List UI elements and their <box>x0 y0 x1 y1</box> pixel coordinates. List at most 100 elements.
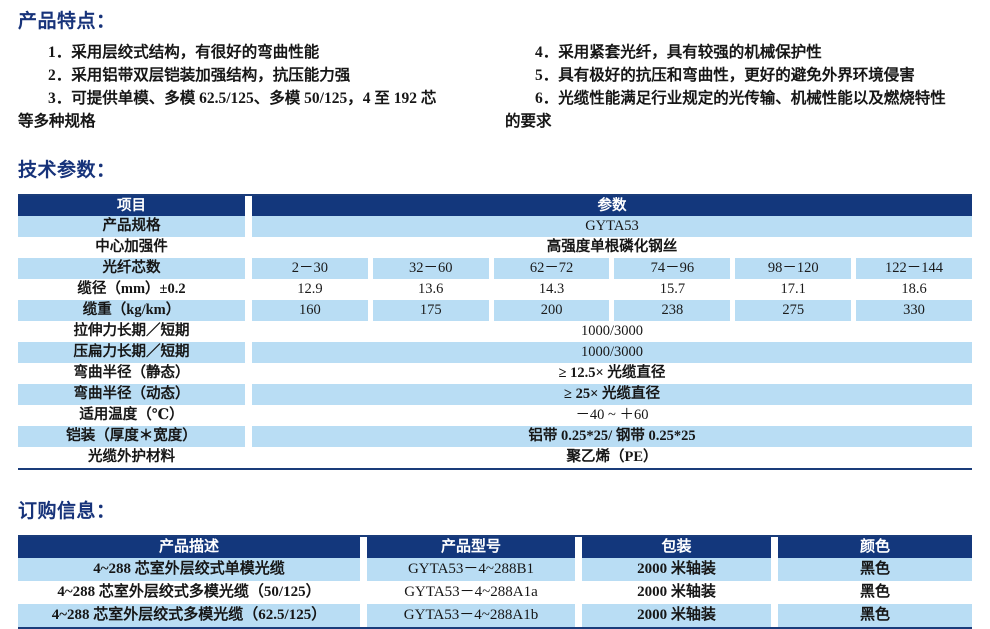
column-gap <box>575 537 582 558</box>
feature-item-continuation: 等多种规格 <box>18 113 96 130</box>
order-header-model: 产品型号 <box>367 537 575 558</box>
order-cell-description: 4~288 芯室外层绞式多模光缆（62.5/125） <box>18 604 360 627</box>
column-gap <box>771 604 778 627</box>
tech-cell: 12.9 <box>252 279 368 300</box>
product-features-title: 产品特点： <box>18 11 116 32</box>
column-gap <box>367 258 373 279</box>
column-gap <box>575 558 582 581</box>
tech-row-value: ≥ 12.5× 光缆直径 <box>252 363 972 384</box>
column-gap <box>771 558 778 581</box>
column-gap <box>730 279 736 300</box>
table-row: 压扁力长期／短期 1000/3000 <box>18 342 972 363</box>
tech-row-values: 2－30 32－60 62－72 74－96 98－120 122－144 <box>252 258 972 279</box>
order-header-color: 颜色 <box>778 537 972 558</box>
feature-item-continuation: 的要求 <box>505 113 552 130</box>
table-row: 产品规格 GYTA53 <box>18 216 972 237</box>
table-row: 中心加强件 高强度单根磷化钢丝 <box>18 237 972 258</box>
column-gap <box>245 216 252 237</box>
tech-cell: 18.6 <box>856 279 972 300</box>
column-gap <box>851 300 857 321</box>
column-gap <box>609 258 615 279</box>
tech-cell: 74－96 <box>614 258 731 279</box>
tech-row-value: 1000/3000 <box>252 342 972 363</box>
feature-item: 1．采用层绞式结构，有很好的弯曲性能 <box>48 44 320 61</box>
column-gap <box>360 604 367 627</box>
column-gap <box>575 604 582 627</box>
column-gap <box>245 363 252 384</box>
tech-cell: 17.1 <box>735 279 852 300</box>
tech-params-table: 项目 参数 产品规格 GYTA53 中心加强件 高强度单根磷化钢丝 光纤芯数 2… <box>18 194 972 470</box>
column-gap <box>488 300 494 321</box>
tech-header-item: 项目 <box>18 196 245 216</box>
order-cell-model: GYTA53－4~288A1b <box>367 604 575 627</box>
ordering-info-title: 订购信息： <box>18 501 116 522</box>
tech-cell: 160 <box>252 300 368 321</box>
column-gap <box>771 581 778 604</box>
column-gap <box>367 300 373 321</box>
feature-item: 4．采用紧套光纤，具有较强的机械保护性 <box>535 44 822 61</box>
order-header-packing: 包装 <box>582 537 771 558</box>
feature-item: 6．光缆性能满足行业规定的光传输、机械性能以及燃烧特性 <box>535 90 946 107</box>
order-cell-model: GYTA53－4~288A1a <box>367 581 575 604</box>
feature-item: 3．可提供单模、多模 62.5/125、多模 50/125，4 至 192 芯 <box>48 90 437 107</box>
tech-row-label: 压扁力长期／短期 <box>18 342 245 363</box>
tech-row-label: 弯曲半径（静态） <box>18 363 245 384</box>
tech-row-value: 聚乙烯（PE） <box>252 447 972 468</box>
table-row: 4~288 芯室外层绞式单模光缆 GYTA53－4~288B1 2000 米轴装… <box>18 558 972 581</box>
column-gap <box>245 237 252 258</box>
tech-row-value: ≥ 25× 光缆直径 <box>252 384 972 405</box>
tech-row-label: 缆重（kg/km） <box>18 300 245 321</box>
tech-row-label: 产品规格 <box>18 216 245 237</box>
column-gap <box>245 342 252 363</box>
tech-cell: 14.3 <box>493 279 610 300</box>
tech-row-label: 弯曲半径（动态） <box>18 384 245 405</box>
column-gap <box>360 558 367 581</box>
order-table-header-row: 产品描述 产品型号 包装 颜色 <box>18 537 972 558</box>
column-gap <box>245 196 252 216</box>
features-right-column: 4．采用紧套光纤，具有较强的机械保护性 5．具有极好的抗压和弯曲性，更好的避免外… <box>495 41 990 133</box>
order-cell-packing: 2000 米轴装 <box>582 581 771 604</box>
tech-row-label: 铠装（厚度＊宽度） <box>18 426 245 447</box>
tech-row-label: 光缆外护材料 <box>18 447 245 468</box>
column-gap <box>609 300 615 321</box>
tech-cell: 15.7 <box>614 279 731 300</box>
ordering-info-table: 产品描述 产品型号 包装 颜色 4~288 芯室外层绞式单模光缆 GYTA53－… <box>18 535 972 629</box>
column-gap <box>730 258 736 279</box>
column-gap <box>245 300 252 321</box>
tech-cell: 2－30 <box>252 258 368 279</box>
order-cell-packing: 2000 米轴装 <box>582 558 771 581</box>
column-gap <box>575 581 582 604</box>
column-gap <box>245 405 252 426</box>
order-cell-color: 黑色 <box>778 558 972 581</box>
order-cell-packing: 2000 米轴装 <box>582 604 771 627</box>
tech-row-value: GYTA53 <box>252 216 972 237</box>
tech-cell: 98－120 <box>735 258 852 279</box>
order-header-description: 产品描述 <box>18 537 360 558</box>
table-row: 光纤芯数 2－30 32－60 62－72 74－96 98－120 122－1… <box>18 258 972 279</box>
tech-cell: 275 <box>735 300 852 321</box>
tech-row-label: 中心加强件 <box>18 237 245 258</box>
table-row: 弯曲半径（动态） ≥ 25× 光缆直径 <box>18 384 972 405</box>
tech-cell: 122－144 <box>856 258 972 279</box>
tech-cell: 238 <box>614 300 731 321</box>
table-row: 弯曲半径（静态） ≥ 12.5× 光缆直径 <box>18 363 972 384</box>
tech-row-value: －40 ~ ＋60 <box>252 405 972 426</box>
table-row: 缆重（kg/km） 160 175 200 238 275 330 <box>18 300 972 321</box>
tech-cell: 32－60 <box>372 258 489 279</box>
tech-cell: 62－72 <box>493 258 610 279</box>
order-cell-description: 4~288 芯室外层绞式单模光缆 <box>18 558 360 581</box>
column-gap <box>245 321 252 342</box>
product-features-block: 1．采用层绞式结构，有很好的弯曲性能 2．采用铝带双层铠装加强结构，抗压能力强 … <box>0 41 990 133</box>
column-gap <box>245 426 252 447</box>
table-row: 适用温度（℃） －40 ~ ＋60 <box>18 405 972 426</box>
table-row: 拉伸力长期／短期 1000/3000 <box>18 321 972 342</box>
table-row: 光缆外护材料 聚乙烯（PE） <box>18 447 972 468</box>
tech-table-header-row: 项目 参数 <box>18 196 972 216</box>
column-gap <box>730 300 736 321</box>
table-row: 缆径（mm）±0.2 12.9 13.6 14.3 15.7 17.1 18.6 <box>18 279 972 300</box>
column-gap <box>609 279 615 300</box>
column-gap <box>245 258 252 279</box>
order-cell-color: 黑色 <box>778 581 972 604</box>
tech-header-param: 参数 <box>252 196 972 216</box>
